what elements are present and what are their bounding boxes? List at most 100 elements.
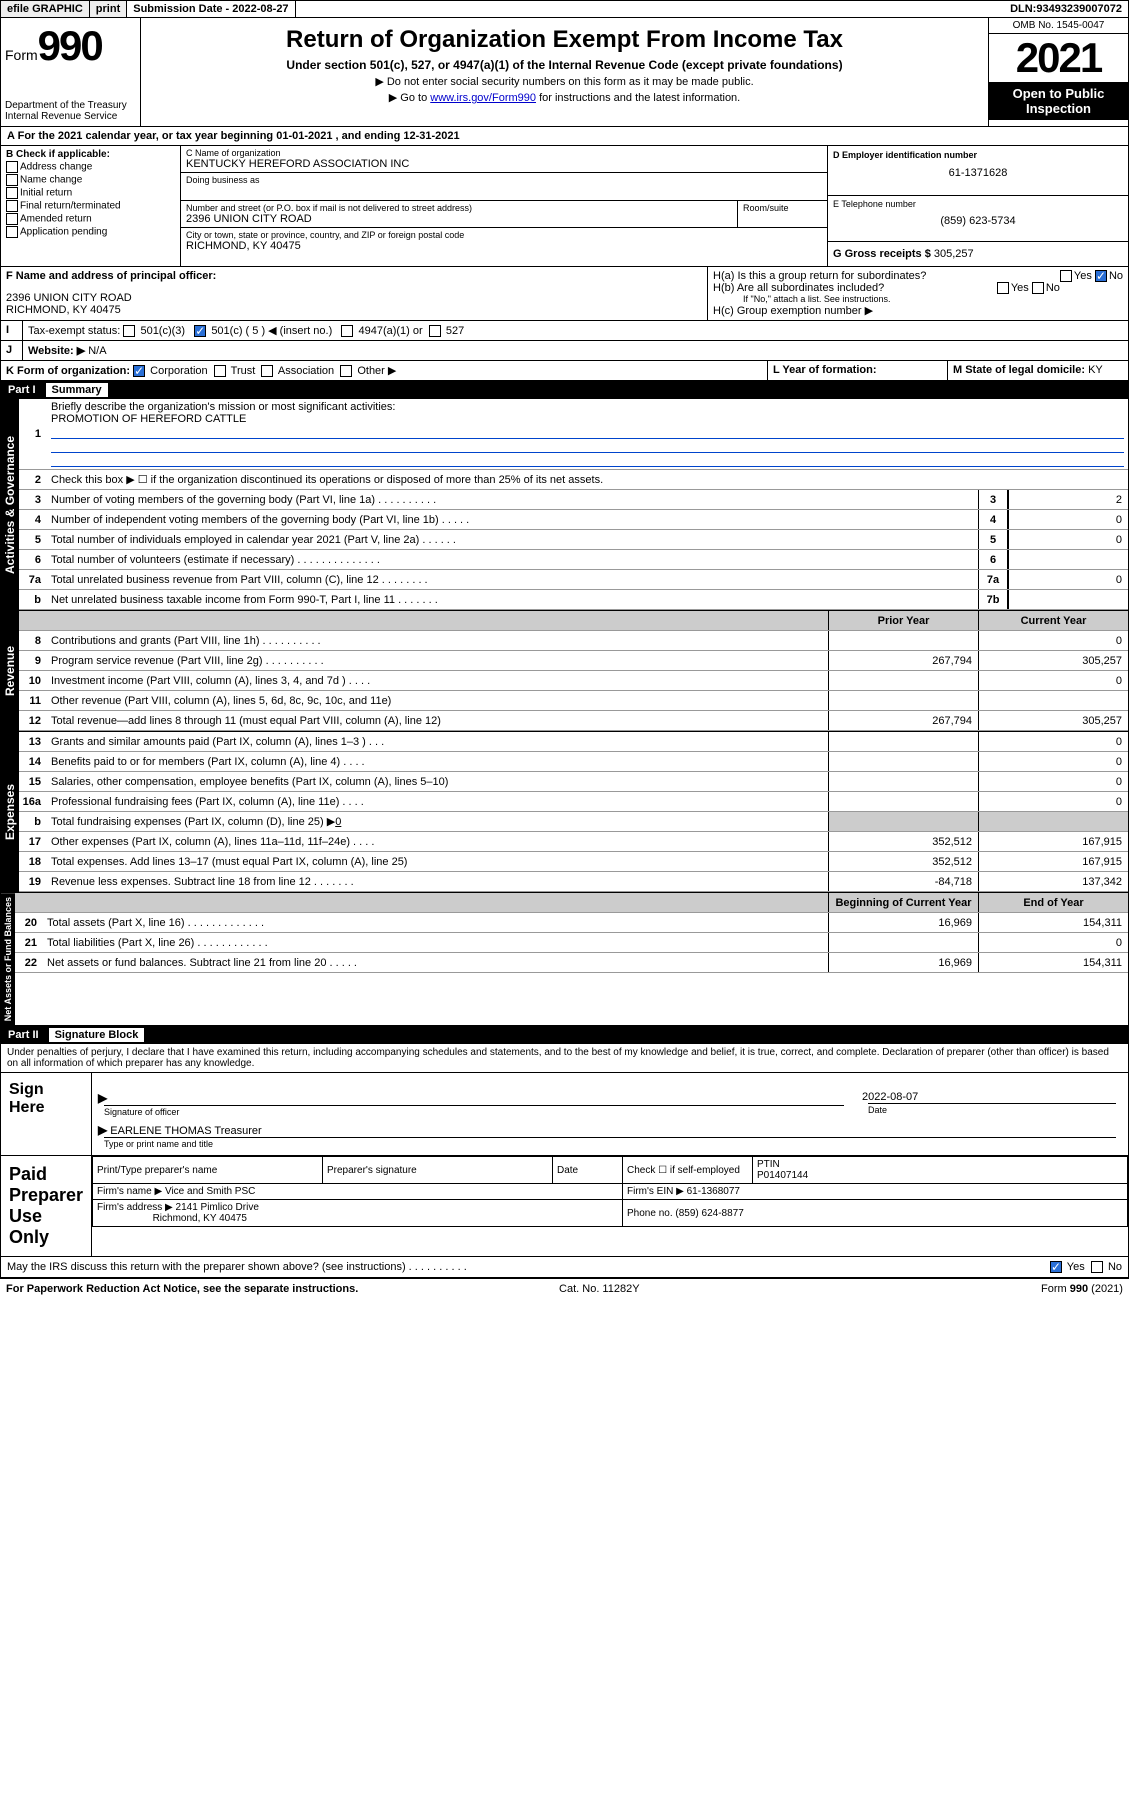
- j-marker: J: [1, 341, 23, 360]
- tab-governance: Activities & Governance: [1, 399, 19, 610]
- l-label: L Year of formation:: [773, 364, 877, 376]
- l16a-prior: [828, 792, 978, 811]
- street: 2396 UNION CITY ROAD: [186, 213, 732, 225]
- page-footer: For Paperwork Reduction Act Notice, see …: [0, 1278, 1129, 1299]
- tab-revenue: Revenue: [1, 611, 19, 731]
- discuss-row: May the IRS discuss this return with the…: [0, 1257, 1129, 1278]
- cb-501c[interactable]: [194, 325, 206, 337]
- l18-curr: 167,915: [978, 852, 1128, 871]
- cb-501c3[interactable]: [123, 325, 135, 337]
- l19-curr: 137,342: [978, 872, 1128, 891]
- l22-text: Net assets or fund balances. Subtract li…: [43, 955, 828, 971]
- ha-no-checkbox[interactable]: [1095, 270, 1107, 282]
- i-label: Tax-exempt status:: [28, 325, 120, 337]
- l14-curr: 0: [978, 752, 1128, 771]
- line-a-taxyear: A For the 2021 calendar year, or tax yea…: [0, 127, 1129, 146]
- cb-name-change[interactable]: Name change: [6, 174, 175, 186]
- l19-text: Revenue less expenses. Subtract line 18 …: [47, 874, 828, 890]
- l11-curr: [978, 691, 1128, 710]
- ein: 61-1371628: [833, 167, 1123, 179]
- form990-link[interactable]: www.irs.gov/Form990: [430, 92, 536, 104]
- cb-4947[interactable]: [341, 325, 353, 337]
- l3-text: Number of voting members of the governin…: [47, 492, 978, 508]
- l16a-curr: 0: [978, 792, 1128, 811]
- l3-val: 2: [1008, 490, 1128, 509]
- tax-year: 2021: [989, 34, 1128, 82]
- l16b-text: Total fundraising expenses (Part IX, col…: [47, 813, 828, 830]
- form-header: Form990 Department of the Treasury Inter…: [0, 18, 1129, 127]
- cb-527[interactable]: [429, 325, 441, 337]
- d-label: D Employer identification number: [833, 150, 977, 160]
- domicile-state: KY: [1088, 364, 1103, 376]
- discuss-yes[interactable]: [1050, 1261, 1062, 1273]
- b-label: B Check if applicable:: [6, 149, 110, 160]
- print-button[interactable]: print: [90, 1, 127, 17]
- l18-text: Total expenses. Add lines 13–17 (must eq…: [47, 854, 828, 870]
- cb-application-pending[interactable]: Application pending: [6, 226, 175, 238]
- l15-text: Salaries, other compensation, employee b…: [47, 774, 828, 790]
- cb-address-change[interactable]: Address change: [6, 161, 175, 173]
- current-year-hdr: Current Year: [978, 611, 1128, 630]
- cb-association[interactable]: [261, 365, 273, 377]
- l16a-text: Professional fundraising fees (Part IX, …: [47, 794, 828, 810]
- l7b-text: Net unrelated business taxable income fr…: [47, 592, 978, 608]
- prep-date-label: Date: [553, 1157, 623, 1184]
- form-title: Return of Organization Exempt From Incom…: [149, 26, 980, 54]
- paperwork-notice: For Paperwork Reduction Act Notice, see …: [6, 1283, 358, 1295]
- l12-text: Total revenue—add lines 8 through 11 (mu…: [47, 713, 828, 729]
- discuss-no[interactable]: [1091, 1261, 1103, 1273]
- firm-name-label: Firm's name ▶: [97, 1186, 162, 1197]
- cb-initial-return[interactable]: Initial return: [6, 187, 175, 199]
- l12-prior: 267,794: [828, 711, 978, 730]
- tab-net-assets: Net Assets or Fund Balances: [1, 893, 15, 1025]
- h-b-note: If "No," attach a list. See instructions…: [713, 294, 1123, 304]
- l13-prior: [828, 732, 978, 751]
- l15-curr: 0: [978, 772, 1128, 791]
- l9-text: Program service revenue (Part VIII, line…: [47, 653, 828, 669]
- omb-number: OMB No. 1545-0047: [989, 18, 1128, 34]
- l13-curr: 0: [978, 732, 1128, 751]
- website: N/A: [88, 345, 106, 357]
- part2-header: Part IISignature Block: [0, 1026, 1129, 1044]
- firm-ein-label: Firm's EIN ▶: [627, 1186, 684, 1197]
- dln: DLN: 93493239007072: [1004, 1, 1128, 17]
- firm-addr1: 2141 Pimlico Drive: [176, 1202, 259, 1213]
- tab-expenses: Expenses: [1, 732, 19, 892]
- street-label: Number and street (or P.O. box if mail i…: [186, 203, 732, 213]
- l17-curr: 167,915: [978, 832, 1128, 851]
- public-inspection: Open to Public Inspection: [989, 82, 1128, 120]
- officer-name: EARLENE THOMAS Treasurer: [110, 1125, 261, 1137]
- cb-other[interactable]: [340, 365, 352, 377]
- cb-trust[interactable]: [214, 365, 226, 377]
- section-b: B Check if applicable: Address change Na…: [1, 146, 181, 266]
- l7b-val: [1008, 590, 1128, 609]
- irs-label: Internal Revenue Service: [5, 111, 136, 122]
- room-label: Room/suite: [737, 201, 827, 227]
- self-employed: Check ☐ if self-employed: [623, 1157, 753, 1184]
- type-name-label: Type or print name and title: [104, 1137, 1116, 1149]
- l11-text: Other revenue (Part VIII, column (A), li…: [47, 693, 828, 709]
- paid-preparer-label: Paid Preparer Use Only: [1, 1156, 91, 1256]
- l8-text: Contributions and grants (Part VIII, lin…: [47, 633, 828, 649]
- l20-curr: 154,311: [978, 913, 1128, 932]
- efile-button[interactable]: efile GRAPHIC: [1, 1, 90, 17]
- telephone: (859) 623-5734: [833, 215, 1123, 227]
- eoy-hdr: End of Year: [978, 893, 1128, 912]
- l4-val: 0: [1008, 510, 1128, 529]
- cb-amended-return[interactable]: Amended return: [6, 213, 175, 225]
- l22-curr: 154,311: [978, 953, 1128, 972]
- city-label: City or town, state or province, country…: [186, 230, 822, 240]
- firm-name: Vice and Smith PSC: [165, 1186, 255, 1197]
- prep-sig-label: Preparer's signature: [323, 1157, 553, 1184]
- h-c: H(c) Group exemption number ▶: [713, 304, 1123, 317]
- k-label: K Form of organization:: [6, 365, 130, 377]
- firm-addr-label: Firm's address ▶: [97, 1202, 173, 1213]
- cb-corporation[interactable]: [133, 365, 145, 377]
- f-label: F Name and address of principal officer:: [6, 270, 216, 282]
- perjury-declaration: Under penalties of perjury, I declare th…: [0, 1044, 1129, 1073]
- part1-header: Part ISummary: [0, 381, 1129, 399]
- l14-prior: [828, 752, 978, 771]
- m-label: M State of legal domicile:: [953, 364, 1088, 376]
- cb-final-return[interactable]: Final return/terminated: [6, 200, 175, 212]
- ssn-note: ▶ Do not enter social security numbers o…: [149, 75, 980, 88]
